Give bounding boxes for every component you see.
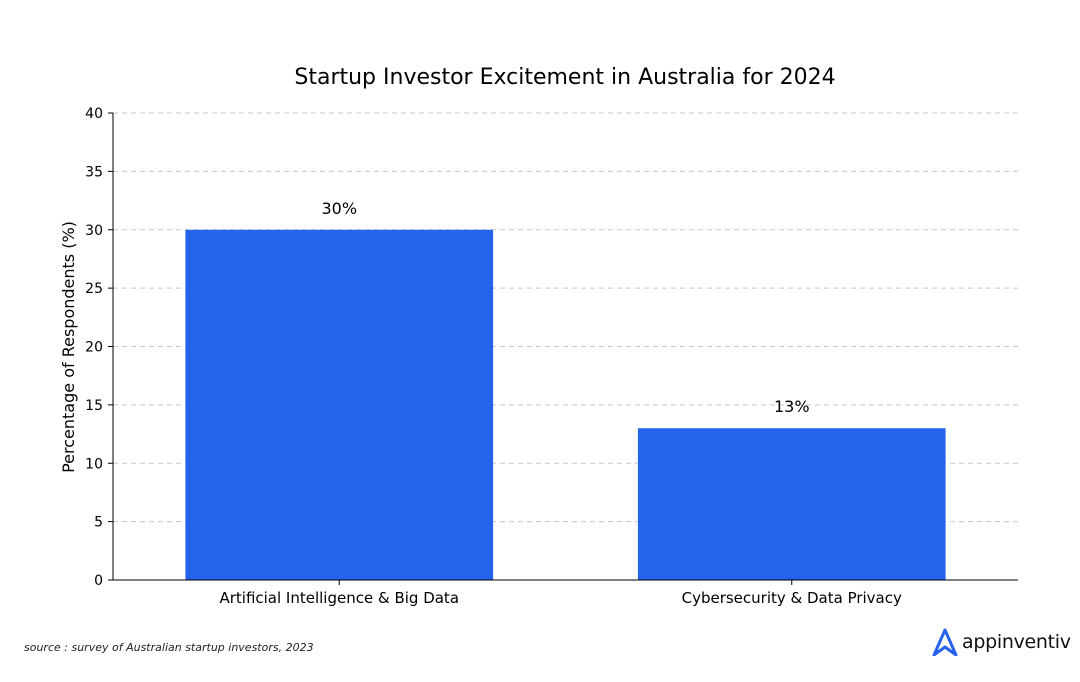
y-tick-label: 35 xyxy=(85,164,103,180)
y-ticks-group: 0 5 10 15 20 25 30 35 40 xyxy=(85,106,113,589)
bar xyxy=(637,428,946,580)
x-tick-label: Artificial Intelligence & Big Data xyxy=(219,589,459,607)
y-tick-label: 25 xyxy=(85,281,103,297)
y-tick-label: 20 xyxy=(85,340,103,356)
brand-name: appinventiv xyxy=(962,631,1071,653)
source-note: source : survey of Australian startup in… xyxy=(24,641,314,654)
brand-logo: appinventiv xyxy=(932,628,1071,656)
y-axis-label: Percentage of Respondents (%) xyxy=(59,221,78,473)
y-tick-label: 5 xyxy=(94,515,103,531)
y-tick-label: 0 xyxy=(94,573,103,589)
data-label: 30% xyxy=(321,199,357,218)
bars-group xyxy=(185,229,946,580)
appinventiv-logo-icon xyxy=(932,628,958,656)
chart-title: Startup Investor Excitement in Australia… xyxy=(294,65,835,90)
x-tick-label: Cybersecurity & Data Privacy xyxy=(682,589,902,607)
data-label: 13% xyxy=(774,397,810,416)
bar xyxy=(185,229,494,580)
y-tick-label: 40 xyxy=(85,106,103,122)
y-tick-label: 15 xyxy=(85,398,103,414)
grid-lines xyxy=(113,112,1018,523)
x-ticks-group: Artificial Intelligence & Big Data Cybers… xyxy=(219,580,902,607)
y-tick-label: 10 xyxy=(85,456,103,472)
data-labels-group: 30% 13% xyxy=(321,199,809,416)
y-tick-label: 30 xyxy=(85,223,103,239)
